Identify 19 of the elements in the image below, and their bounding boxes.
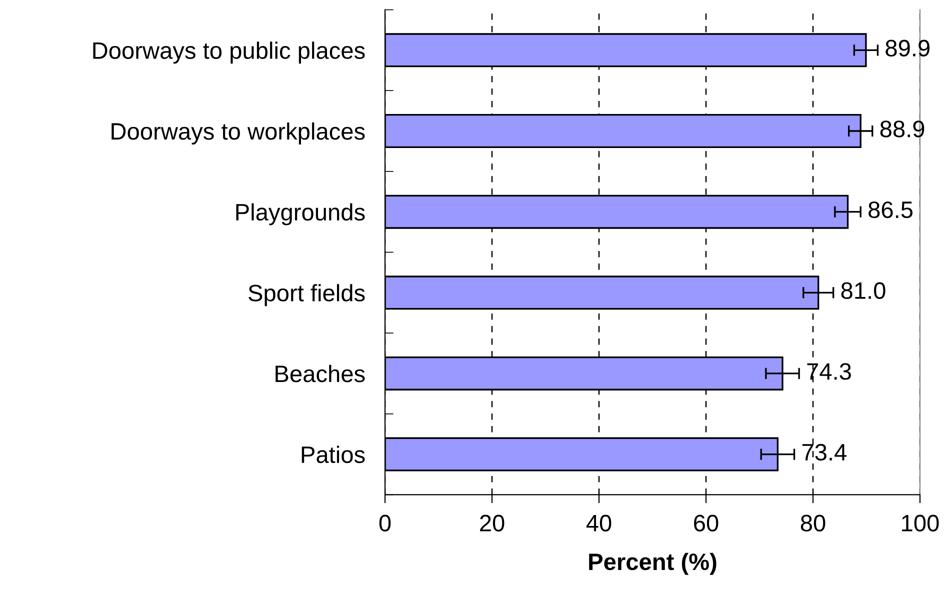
y-tick-label: Playgrounds bbox=[236, 203, 365, 226]
data-label: 86.5 bbox=[868, 201, 913, 218]
x-tick-label: 40 bbox=[586, 514, 612, 532]
y-tick-label: Patios bbox=[302, 446, 365, 464]
y-tick-label: Doorways to workplaces bbox=[112, 122, 365, 144]
x-tick-label: 20 bbox=[480, 514, 504, 532]
data-label: 81.0 bbox=[841, 282, 886, 299]
x-axis-title: Percent (%) bbox=[589, 552, 716, 575]
data-label: 74.3 bbox=[807, 363, 851, 380]
y-tick-label: Doorways to public places bbox=[93, 42, 365, 64]
data-label: 88.9 bbox=[880, 120, 924, 138]
data-label: 89.9 bbox=[886, 40, 930, 57]
y-tick-label: Sport fields bbox=[248, 284, 365, 306]
data-label: 73.4 bbox=[802, 444, 846, 461]
x-tick-label: 80 bbox=[800, 514, 826, 532]
x-tick-label: 60 bbox=[694, 514, 718, 532]
y-tick-label: Beaches bbox=[276, 364, 365, 382]
x-tick-label: 100 bbox=[902, 514, 939, 532]
x-tick-label: 0 bbox=[379, 514, 391, 532]
